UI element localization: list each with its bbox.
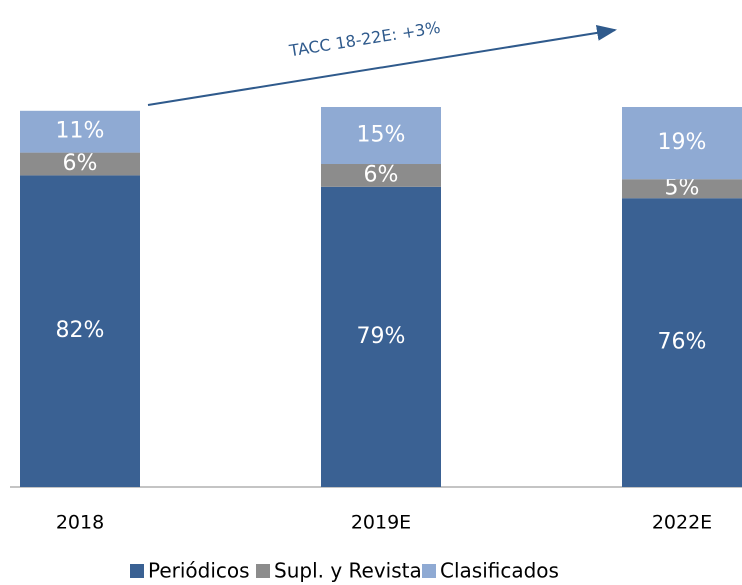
bar-segment [20, 110, 140, 153]
value-label: 76% [658, 330, 707, 355]
legend-label: Supl. y Revistas [274, 559, 432, 583]
legend-label: Clasificados [440, 559, 559, 583]
x-tick-label: 2022E [652, 512, 712, 534]
bar-segment [321, 107, 441, 164]
x-tick-label: 2018 [56, 512, 104, 534]
bar-segment [622, 179, 742, 199]
bar-segment [20, 152, 140, 176]
legend-swatch [130, 564, 144, 578]
value-label: 5% [665, 176, 700, 201]
annotation: TACC 18-22E: +3% [287, 18, 442, 61]
value-label: 19% [658, 130, 707, 155]
value-label: 6% [364, 162, 399, 187]
bar-segment [622, 107, 742, 180]
bar-segment [321, 186, 441, 488]
legend-swatch [422, 564, 436, 578]
bar-segment [622, 198, 742, 487]
legend-label: Periódicos [148, 559, 250, 583]
value-label: 11% [56, 119, 105, 144]
legend-swatch [256, 564, 270, 578]
bar-segment [321, 164, 441, 187]
value-label: 6% [63, 151, 98, 176]
trend-arrow [147, 24, 617, 106]
x-tick-label: 2019E [351, 512, 411, 534]
value-label: 82% [56, 318, 105, 343]
value-label: 15% [357, 123, 406, 148]
value-label: 79% [357, 324, 406, 349]
bar-segment [20, 175, 140, 487]
